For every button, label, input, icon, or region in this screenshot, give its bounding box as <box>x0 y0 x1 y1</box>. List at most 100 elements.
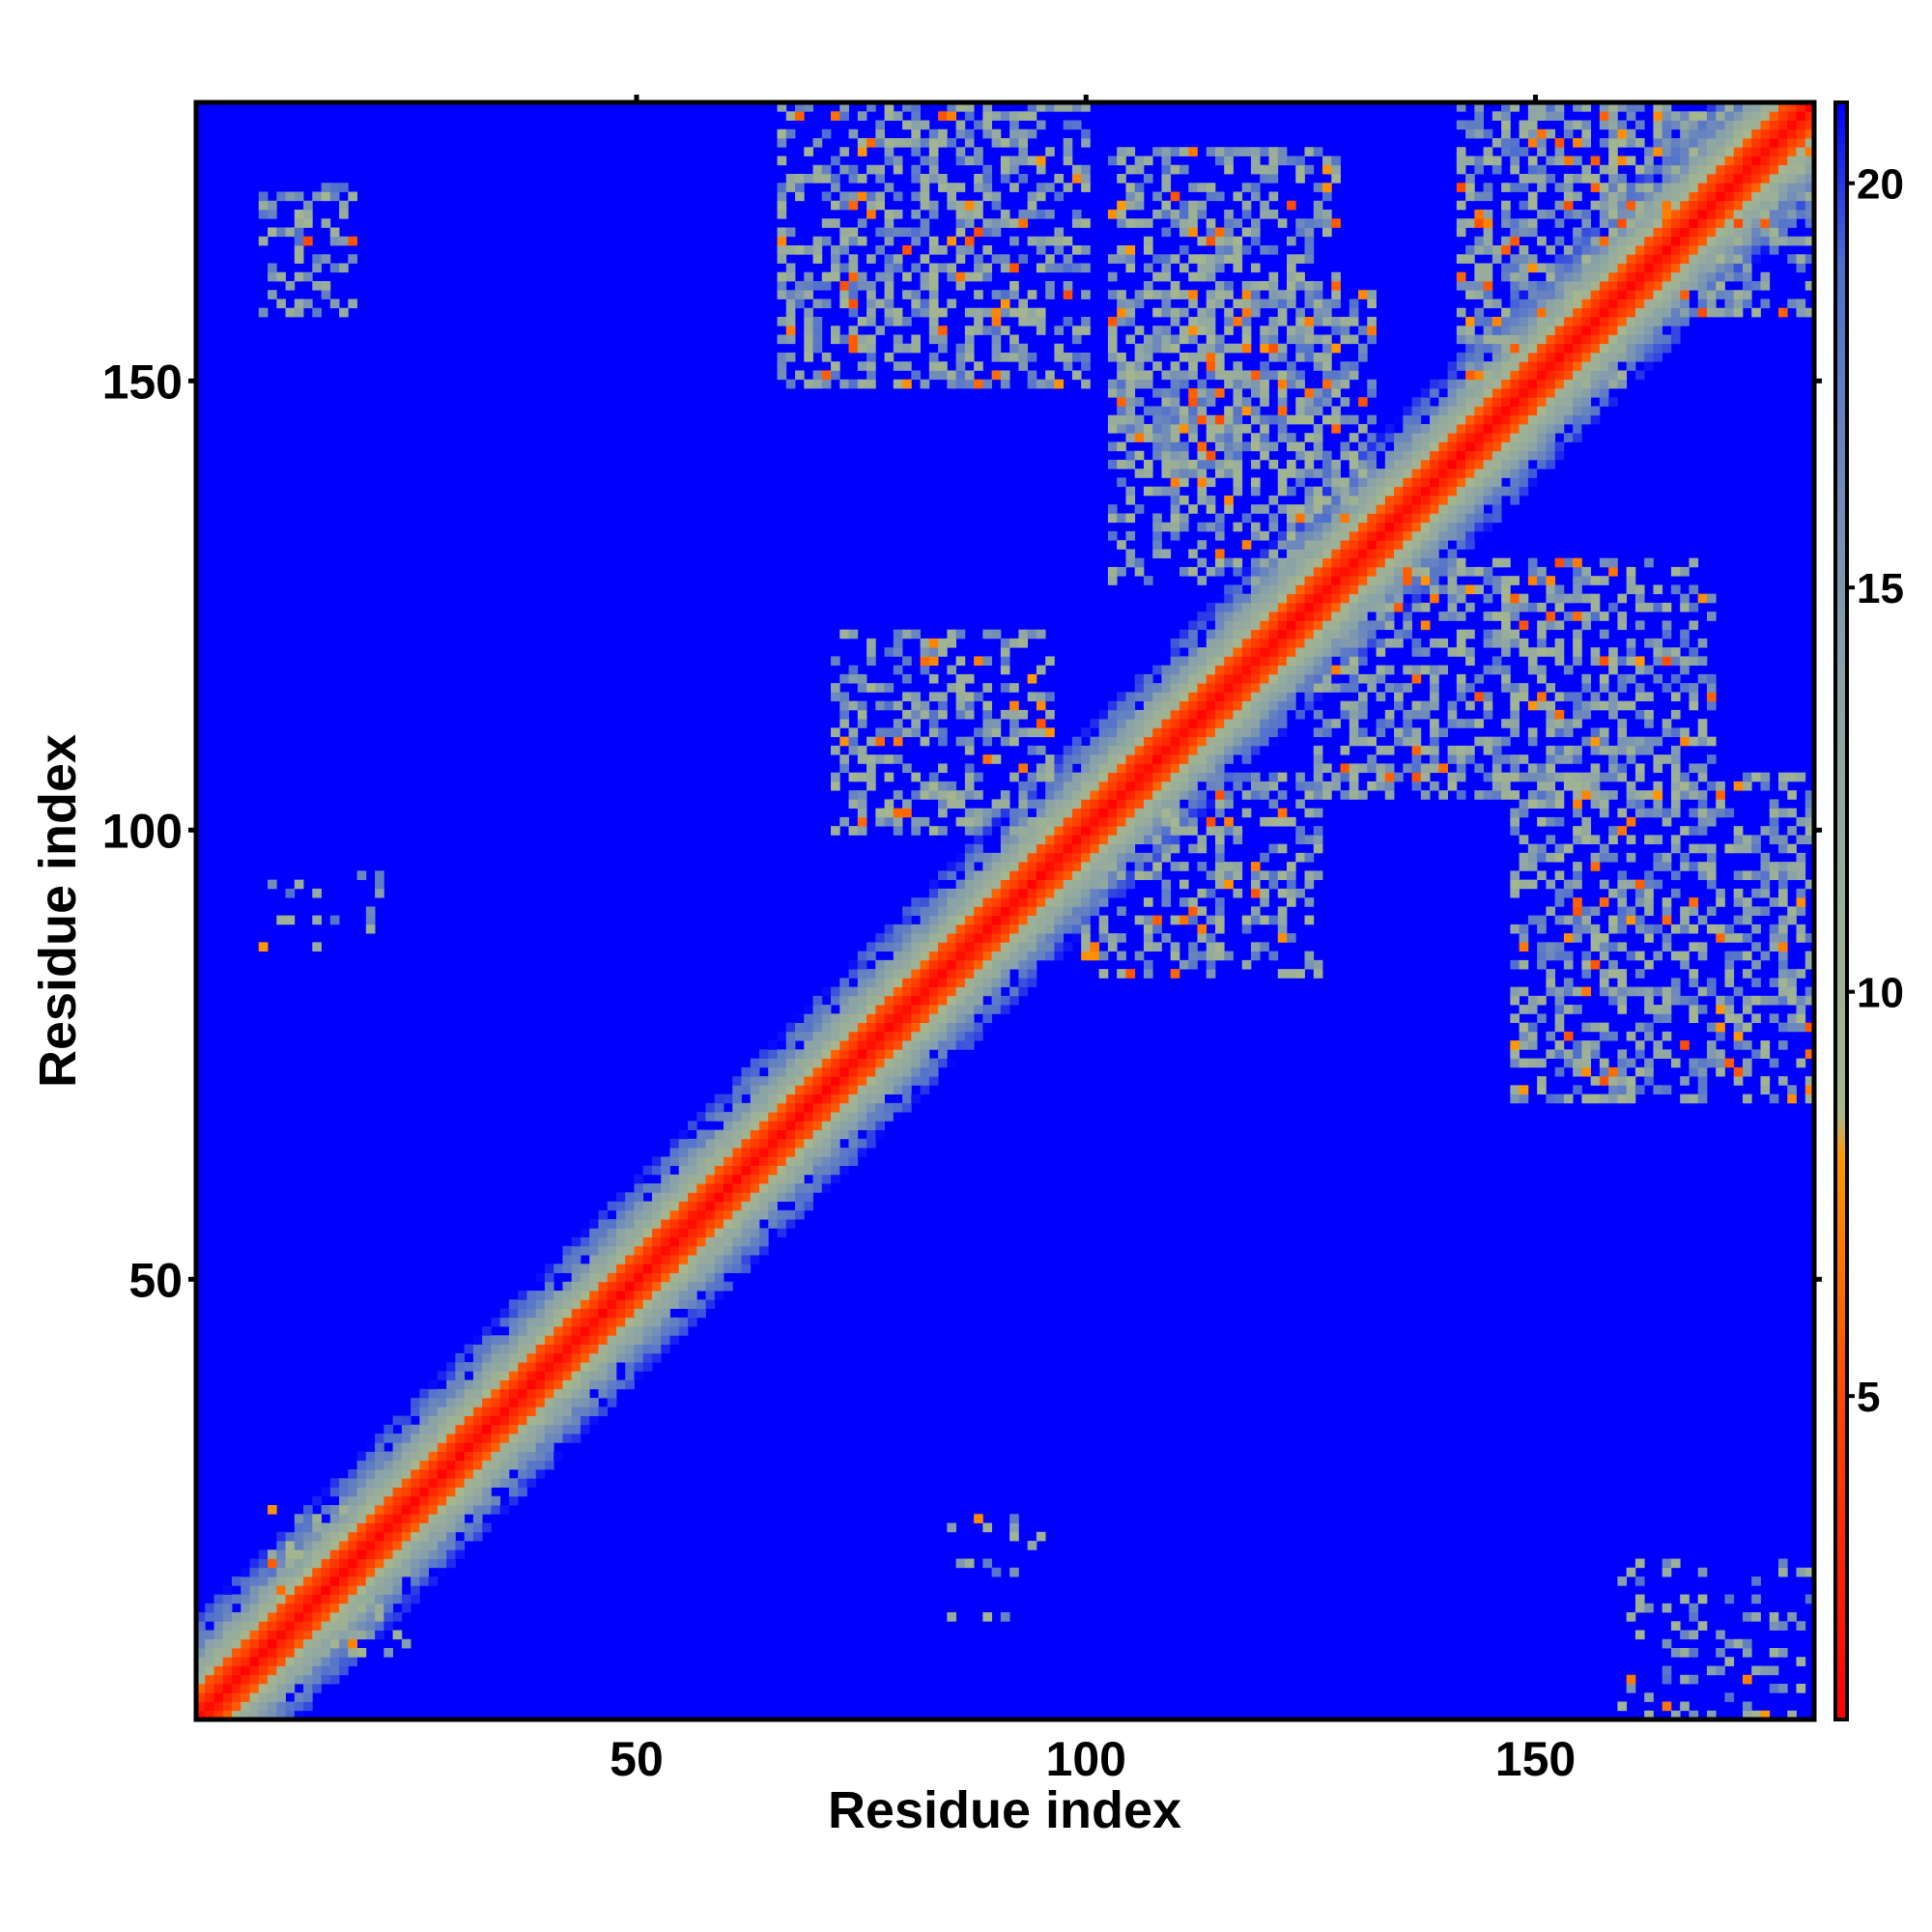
heatmap-cell <box>902 906 912 917</box>
heatmap-cell <box>411 1594 420 1605</box>
heatmap-cell <box>1107 879 1118 890</box>
heatmap-cell <box>1117 147 1126 156</box>
heatmap-cell <box>964 370 975 381</box>
heatmap-cell <box>848 969 859 979</box>
heatmap-cell <box>1447 450 1458 461</box>
heatmap-cell <box>812 1112 823 1122</box>
heatmap-cell <box>1241 923 1252 934</box>
heatmap-cell <box>777 1174 787 1184</box>
heatmap-cell <box>375 1469 384 1479</box>
heatmap-cell <box>526 1344 537 1354</box>
heatmap-cell <box>821 1183 832 1193</box>
heatmap-cell <box>1063 361 1073 371</box>
heatmap-cell <box>884 754 895 764</box>
heatmap-cell <box>1313 307 1323 318</box>
heatmap-cell <box>1143 370 1153 381</box>
heatmap-cell <box>285 1710 296 1720</box>
heatmap-cell <box>1036 326 1046 335</box>
heatmap-cell <box>714 1174 724 1184</box>
heatmap-cell <box>1117 540 1126 550</box>
heatmap-cell <box>526 1308 537 1319</box>
heatmap-cell <box>1250 298 1261 309</box>
heatmap-cell <box>1214 923 1225 934</box>
heatmap-cell <box>928 995 939 1006</box>
heatmap-cell <box>356 1487 367 1497</box>
heatmap-cell <box>1045 870 1055 881</box>
heatmap-cell <box>1098 862 1109 871</box>
heatmap-cell <box>535 1434 546 1443</box>
heatmap-cell <box>1098 826 1109 836</box>
heatmap-cell <box>508 1478 519 1488</box>
heatmap-cell <box>1349 576 1359 585</box>
heatmap-cell <box>1233 835 1243 845</box>
heatmap-cell <box>848 995 859 1006</box>
heatmap-cell <box>1036 835 1046 845</box>
heatmap-cell <box>1349 611 1359 621</box>
heatmap-cell <box>1134 557 1145 568</box>
heatmap-cell <box>1260 790 1269 800</box>
heatmap-cell <box>1098 897 1109 907</box>
heatmap-cell <box>1447 504 1458 514</box>
heatmap-cell <box>1465 334 1475 345</box>
heatmap-cell <box>991 254 1002 264</box>
heatmap-cell <box>911 933 921 943</box>
heatmap-cell <box>428 1460 439 1470</box>
heatmap-cell <box>1009 942 1019 952</box>
heatmap-cell <box>777 1076 787 1086</box>
heatmap-cell <box>884 942 895 952</box>
heatmap-cell <box>1125 719 1136 728</box>
heatmap-cell <box>964 978 975 988</box>
heatmap-cell <box>857 683 867 693</box>
heatmap-cell <box>1260 326 1269 335</box>
heatmap-cell <box>991 227 1002 238</box>
heatmap-cell <box>1009 700 1019 711</box>
heatmap-cell <box>974 790 983 800</box>
heatmap-cell <box>1250 370 1261 381</box>
heatmap-cell <box>1063 799 1073 810</box>
heatmap-cell <box>1277 647 1288 657</box>
heatmap-cell <box>1045 942 1055 952</box>
heatmap-cell <box>356 1558 367 1569</box>
heatmap-cell <box>268 1505 277 1515</box>
heatmap-cell <box>1063 942 1073 952</box>
heatmap-cell <box>544 1308 554 1319</box>
heatmap-cell <box>1170 781 1180 791</box>
heatmap-cell <box>982 244 993 255</box>
heatmap-cell <box>991 933 1002 943</box>
heatmap-cell <box>902 244 912 255</box>
heatmap-cell <box>911 629 921 639</box>
heatmap-cell <box>1268 709 1279 720</box>
heatmap-cell <box>920 915 930 925</box>
heatmap-cell <box>1161 254 1172 264</box>
heatmap-cell <box>1456 790 1466 800</box>
heatmap-cell <box>750 1236 760 1247</box>
heatmap-cell <box>491 1505 501 1515</box>
heatmap-cell <box>821 1094 832 1104</box>
heatmap-cell <box>544 1264 554 1273</box>
heatmap-cell <box>1233 191 1243 202</box>
heatmap-cell <box>544 1272 554 1283</box>
heatmap-cell <box>213 1701 224 1712</box>
heatmap-cell <box>1098 808 1109 818</box>
heatmap-cell <box>1027 191 1037 202</box>
heatmap-cell <box>1036 933 1046 943</box>
heatmap-cell <box>1117 254 1126 264</box>
heatmap-cell <box>651 1219 662 1229</box>
heatmap-cell <box>1224 504 1234 514</box>
heatmap-cell <box>867 1085 876 1094</box>
heatmap-cell <box>705 1165 716 1176</box>
heatmap-cell <box>1250 263 1261 273</box>
heatmap-cell <box>1134 719 1145 728</box>
heatmap-cell <box>1331 647 1341 657</box>
heatmap-cell <box>1241 370 1252 381</box>
heatmap-cell <box>384 1558 393 1569</box>
heatmap-cell <box>1268 816 1279 827</box>
heatmap-cell <box>884 683 895 693</box>
heatmap-cell <box>634 1335 644 1345</box>
heatmap-cell <box>401 1442 412 1452</box>
heatmap-cell <box>321 1648 331 1658</box>
heatmap-cell <box>213 1594 224 1605</box>
heatmap-cell <box>1456 593 1466 604</box>
heatmap-cell <box>1313 843 1323 854</box>
heatmap-cell <box>303 236 313 246</box>
